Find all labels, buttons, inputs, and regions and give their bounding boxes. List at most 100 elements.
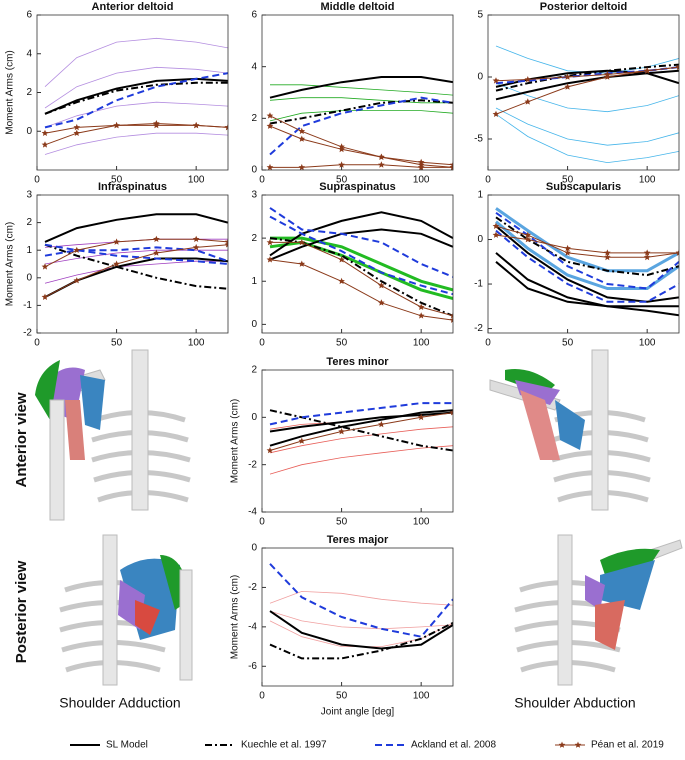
y-tick-label: -4 bbox=[248, 621, 257, 632]
series-marker bbox=[643, 253, 651, 261]
series-line bbox=[495, 207, 679, 273]
series-line bbox=[269, 412, 453, 451]
series-marker bbox=[192, 243, 200, 251]
view-label: Posterior view bbox=[13, 560, 30, 663]
x-tick-label: 0 bbox=[259, 175, 265, 186]
y-tick-label: 4 bbox=[251, 61, 257, 72]
y-tick-label: 1 bbox=[251, 276, 257, 287]
series-marker bbox=[492, 77, 500, 84]
series-line bbox=[44, 122, 228, 146]
x-tick-label: 100 bbox=[639, 175, 656, 186]
series-line bbox=[495, 66, 679, 115]
plot-frame bbox=[487, 194, 680, 334]
legend-marker bbox=[558, 741, 566, 748]
series-line bbox=[269, 207, 453, 278]
series-marker bbox=[298, 238, 306, 246]
x-tick-label: 100 bbox=[413, 517, 430, 528]
y-tick-label: 6 bbox=[26, 10, 32, 21]
x-tick-label: 50 bbox=[336, 338, 348, 349]
series-line bbox=[269, 115, 453, 168]
y-tick-label: -2 bbox=[23, 328, 32, 339]
series-marker bbox=[266, 163, 274, 170]
series-line bbox=[495, 107, 679, 146]
series-line bbox=[44, 213, 228, 243]
series-marker bbox=[564, 244, 571, 252]
series-line bbox=[269, 563, 453, 638]
y-tick-label: 3 bbox=[251, 190, 257, 201]
series-marker bbox=[417, 413, 425, 421]
x-tick-label: 50 bbox=[336, 691, 348, 702]
series-line bbox=[495, 211, 679, 290]
series-line bbox=[44, 77, 228, 115]
series-marker bbox=[449, 312, 453, 319]
series-marker bbox=[417, 303, 425, 310]
chart-title: Teres minor bbox=[326, 356, 389, 368]
series-line bbox=[495, 82, 679, 113]
x-axis-label: Joint angle [deg] bbox=[321, 707, 395, 718]
series-marker bbox=[41, 293, 49, 300]
x-tick-label: 50 bbox=[111, 338, 123, 349]
series-marker bbox=[675, 249, 679, 256]
series-marker bbox=[449, 163, 453, 170]
series-line bbox=[44, 244, 228, 298]
series-marker bbox=[73, 123, 81, 131]
y-tick-label: 0 bbox=[251, 319, 257, 330]
series-marker bbox=[41, 129, 49, 136]
x-tick-label: 0 bbox=[34, 338, 40, 349]
x-tick-label: 50 bbox=[336, 517, 348, 528]
series-line bbox=[495, 225, 679, 258]
series-marker bbox=[113, 121, 120, 129]
series-marker bbox=[41, 263, 49, 270]
series-marker bbox=[338, 145, 345, 153]
series-line bbox=[269, 590, 453, 606]
series-line bbox=[495, 63, 679, 92]
series-marker bbox=[604, 249, 611, 256]
view-label: Anterior view bbox=[13, 392, 30, 487]
series-marker bbox=[378, 299, 385, 306]
y-axis-label: Moment Arms (cm) bbox=[5, 222, 16, 306]
y-tick-label: 3 bbox=[26, 190, 32, 201]
series-marker bbox=[492, 110, 500, 117]
series-marker bbox=[449, 316, 453, 323]
series-marker bbox=[417, 312, 425, 319]
legend-label: SL Model bbox=[106, 740, 148, 751]
series-marker bbox=[604, 253, 611, 261]
series-marker bbox=[338, 161, 345, 168]
series-line bbox=[269, 237, 453, 317]
plot-area bbox=[492, 45, 679, 164]
series-line bbox=[269, 610, 453, 630]
y-tick-label: 0 bbox=[251, 412, 257, 423]
series-marker bbox=[113, 260, 120, 267]
series-marker bbox=[417, 163, 425, 170]
series-marker bbox=[492, 222, 500, 229]
series-line bbox=[495, 216, 679, 277]
series-line bbox=[44, 66, 228, 109]
y-tick-label: 0 bbox=[26, 126, 32, 137]
series-marker bbox=[378, 153, 385, 160]
series-marker bbox=[153, 249, 160, 256]
y-axis-label: Moment Arms (cm) bbox=[5, 50, 16, 134]
series-marker bbox=[224, 123, 228, 131]
series-marker bbox=[266, 112, 274, 119]
chart-title: Supraspinatus bbox=[319, 181, 395, 193]
plot-frame bbox=[487, 14, 680, 171]
series-marker bbox=[604, 73, 611, 80]
series-line bbox=[495, 45, 679, 74]
series-line bbox=[44, 246, 228, 263]
series-marker bbox=[153, 121, 160, 129]
series-line bbox=[269, 215, 453, 296]
y-tick-label: 0 bbox=[251, 543, 257, 554]
legend-label: Péan et al. 2019 bbox=[591, 740, 664, 751]
series-line bbox=[269, 125, 453, 166]
series-marker bbox=[153, 235, 160, 242]
series-marker bbox=[298, 163, 306, 170]
y-tick-label: 1 bbox=[26, 245, 32, 256]
x-tick-label: 0 bbox=[259, 517, 265, 528]
series-marker bbox=[266, 122, 274, 129]
plot-frame bbox=[261, 194, 454, 334]
series-marker bbox=[643, 67, 651, 74]
series-line bbox=[269, 259, 453, 321]
series-line bbox=[44, 249, 228, 265]
series-marker bbox=[73, 246, 81, 253]
series-line bbox=[269, 409, 453, 447]
